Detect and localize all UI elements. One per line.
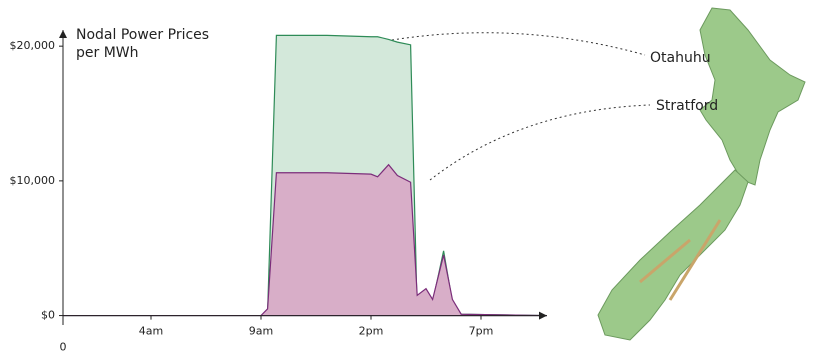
x-tick-label: 9am — [249, 325, 273, 338]
area — [63, 165, 547, 316]
chart-title: Nodal Power Prices per MWh — [76, 26, 216, 62]
axis-arrow — [59, 30, 67, 38]
x-tick-label: 7pm — [469, 325, 494, 338]
page: Otahuhu Stratford $0 $10,000 $20,000 0 4am 9a… — [0, 0, 840, 358]
leader-line — [430, 105, 650, 180]
x-tick-label: 2pm — [359, 325, 384, 338]
y-tick-label: $10,000 — [10, 174, 56, 187]
series-label: Stratford — [656, 98, 718, 114]
axis-arrow — [539, 312, 547, 320]
x-tick-label: 4am — [139, 325, 163, 338]
x-tick-label: 0 — [60, 341, 67, 354]
north-island — [700, 8, 805, 185]
leader-line — [392, 33, 645, 55]
y-tick-label: $0 — [41, 309, 55, 322]
y-tick-label: $20,000 — [10, 39, 56, 52]
series-label: Otahuhu — [650, 50, 711, 66]
